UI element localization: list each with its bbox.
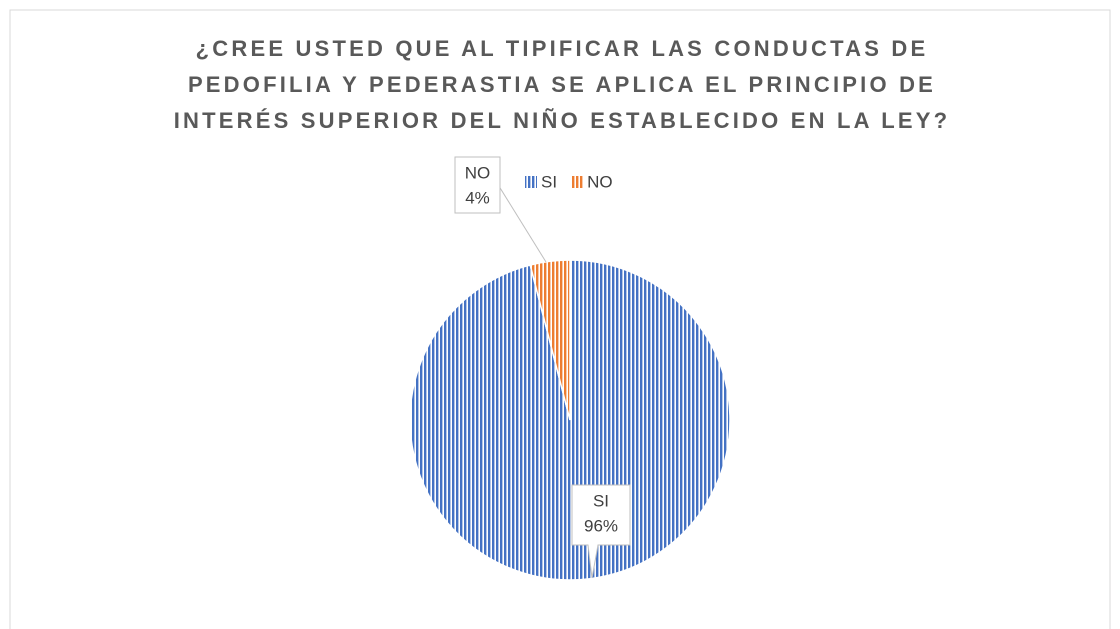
leader-line bbox=[499, 187, 547, 263]
legend-label: NO bbox=[587, 172, 613, 191]
data-label-value: 96% bbox=[584, 516, 618, 535]
legend-swatch bbox=[571, 176, 584, 188]
label-box bbox=[454, 156, 501, 214]
data-label-value: 4% bbox=[465, 188, 490, 207]
pie-slice bbox=[529, 259, 571, 421]
chart-title: PEDOFILIA Y PEDERASTIA SE APLICA EL PRIN… bbox=[188, 72, 936, 97]
data-label-name: SI bbox=[593, 491, 609, 510]
chart-title: INTERÉS SUPERIOR DEL NIÑO ESTABLECIDO EN… bbox=[174, 108, 951, 133]
label-box bbox=[571, 484, 631, 579]
legend-swatch bbox=[525, 176, 537, 188]
chart-title: ¿CREE USTED QUE AL TIPIFICAR LAS CONDUCT… bbox=[196, 36, 929, 61]
legend-label: SI bbox=[541, 172, 557, 191]
data-label-name: NO bbox=[465, 163, 491, 182]
